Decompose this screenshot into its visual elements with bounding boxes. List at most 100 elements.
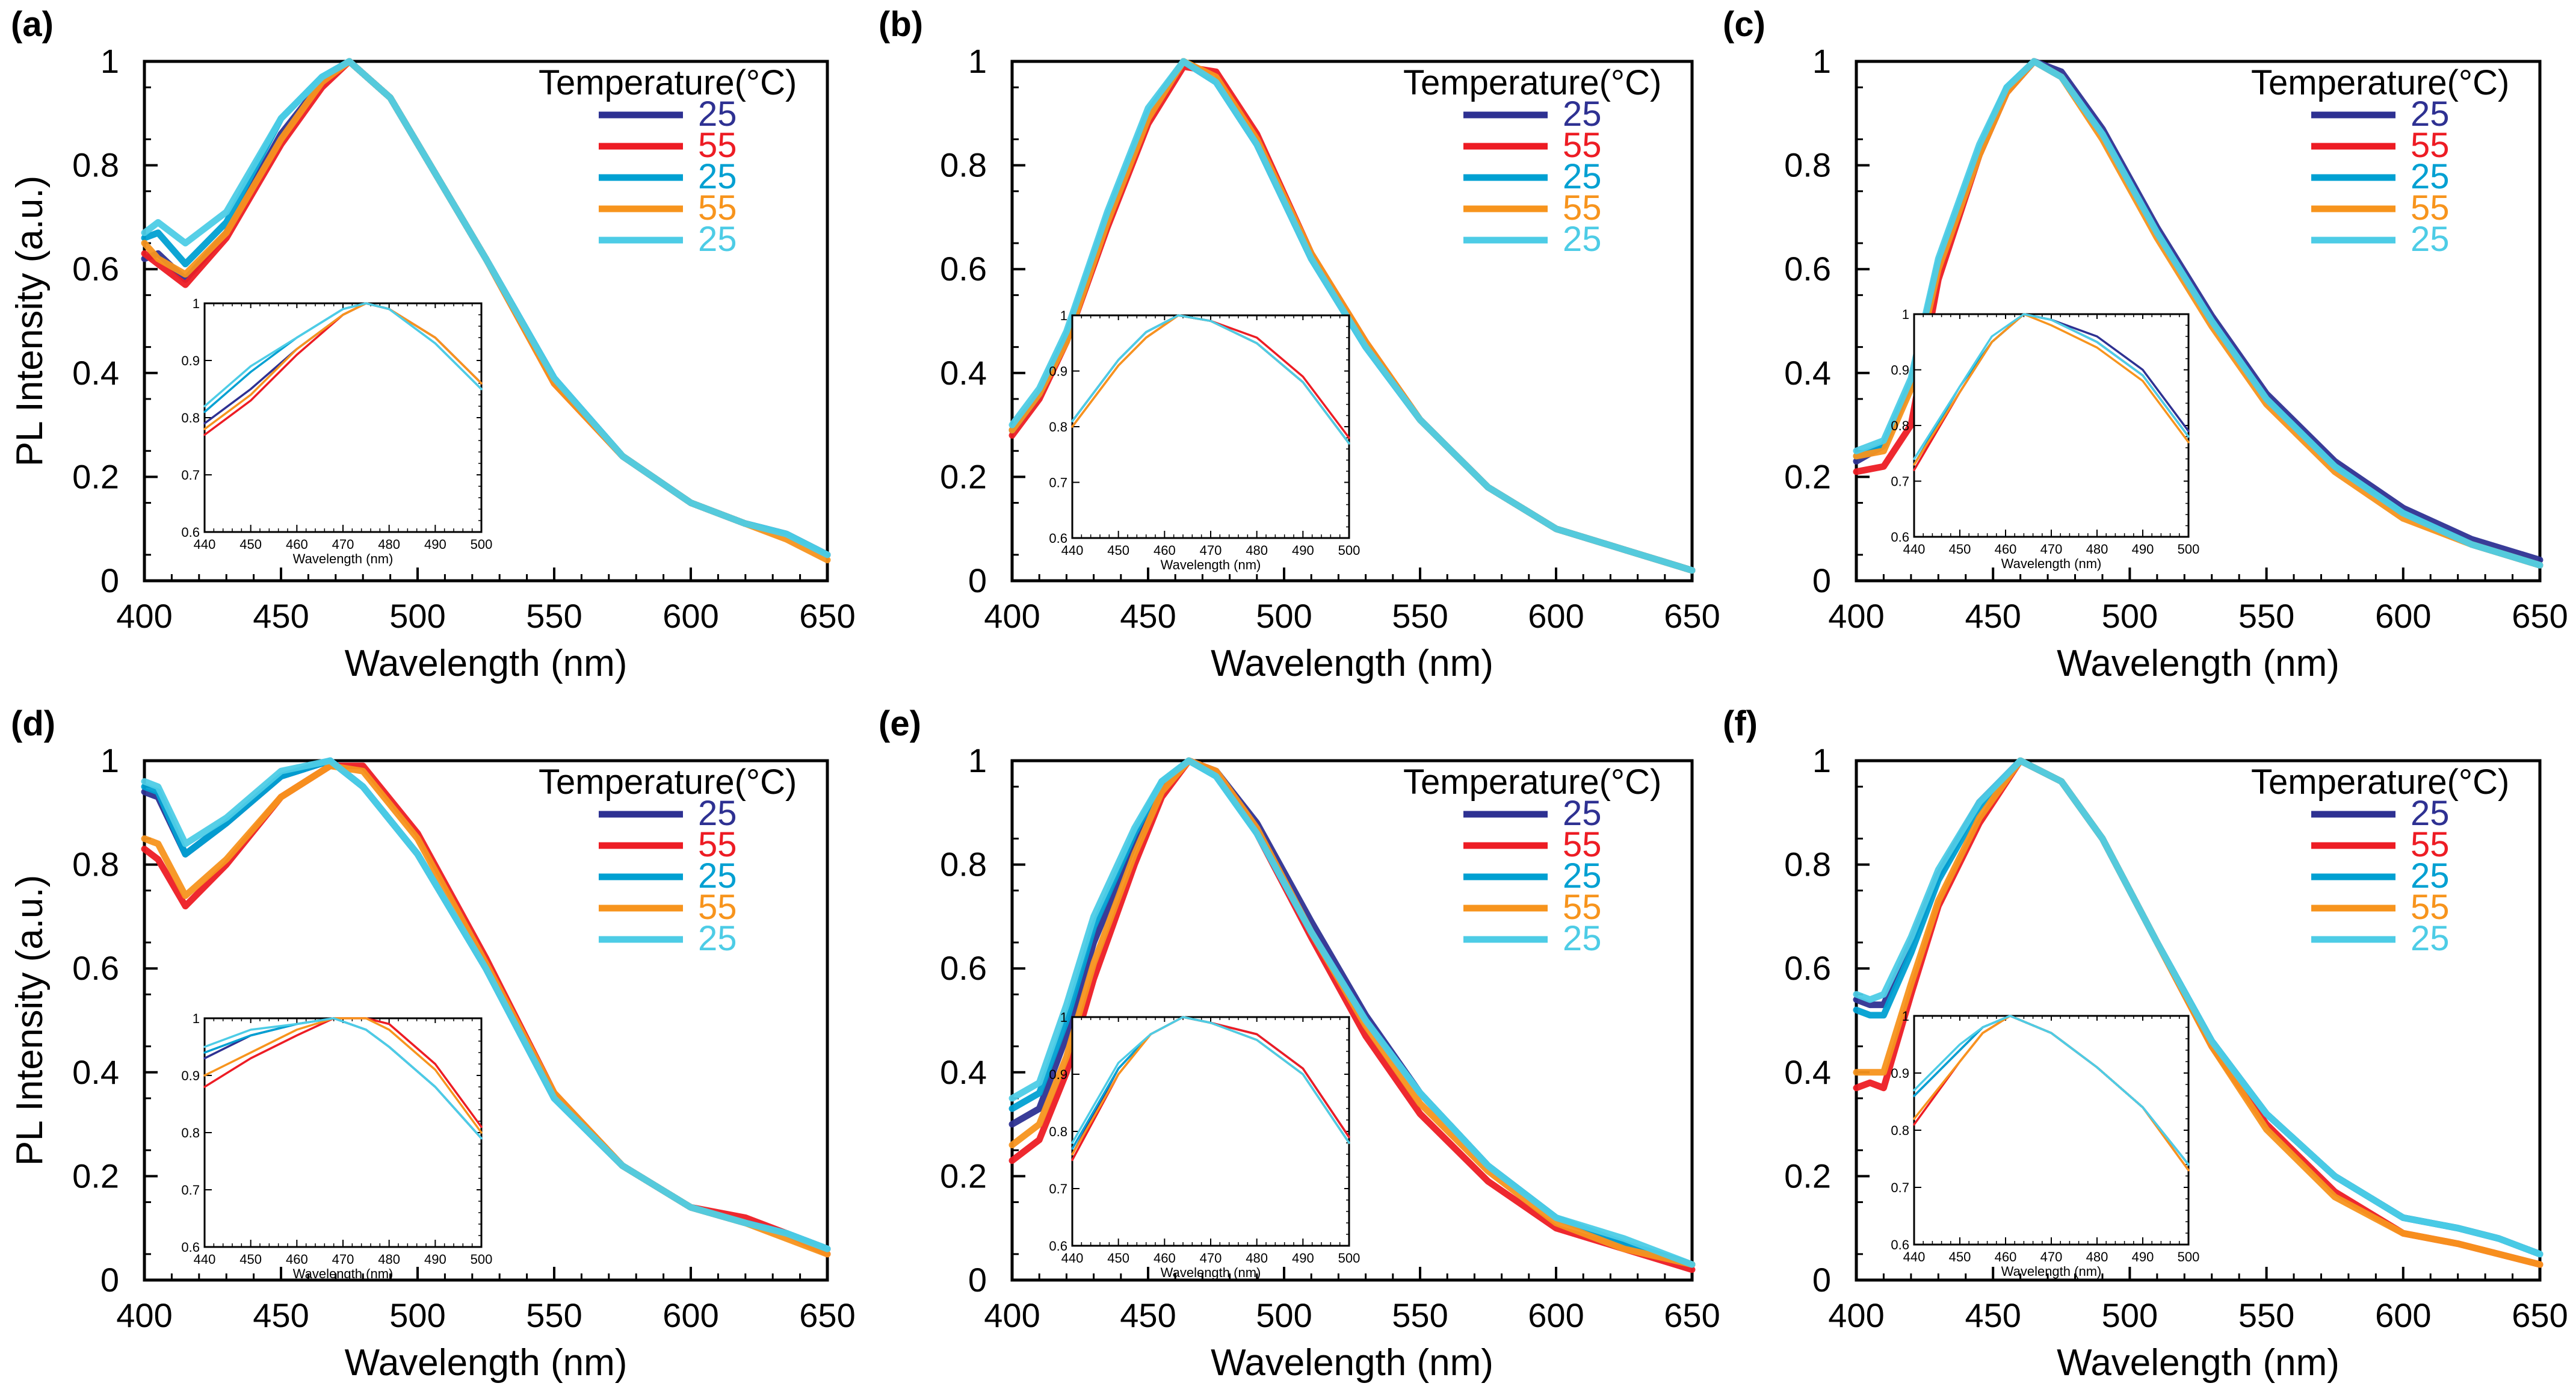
x-tick-label: 550 <box>526 597 582 635</box>
panel-label: (b) <box>879 5 923 44</box>
y-tick-label: 0.8 <box>940 846 987 883</box>
inset-frame <box>1071 1016 1350 1247</box>
legend-label: 55 <box>1563 188 1602 227</box>
inset-x-tick-label: 440 <box>1061 1251 1084 1266</box>
inset-x-tick-label: 500 <box>2178 1249 2200 1264</box>
inset-x-tick-label: 480 <box>2086 1249 2108 1264</box>
legend-label: 25 <box>2411 856 2450 896</box>
inset-x-tick-label: 460 <box>1995 1249 2017 1264</box>
plot-frame <box>143 759 829 1282</box>
legend-label: 25 <box>698 919 737 958</box>
series-line-5 <box>1008 757 1696 1268</box>
y-tick-label: 0.8 <box>1784 846 1831 883</box>
inset-series-line-5 <box>1071 314 1350 445</box>
inset-x-tick-label: 490 <box>2132 1249 2154 1264</box>
legend-label: 25 <box>2411 94 2450 134</box>
inset-y-tick-label: 1 <box>193 1011 200 1026</box>
inset-x-tick-label: 460 <box>1154 543 1176 558</box>
legend-label: 25 <box>1563 157 1602 196</box>
inset-series-line-4 <box>1913 313 2190 466</box>
inset-x-tick-label: 450 <box>1107 1251 1129 1266</box>
legend-title: Temperature(°C) <box>539 63 797 102</box>
inset-y-tick-label: 1 <box>193 296 200 311</box>
legend-label: 25 <box>698 220 737 259</box>
series-line-5 <box>1008 58 1696 574</box>
inset-y-tick-label: 0.6 <box>1049 1239 1067 1254</box>
inset-y-tick-label: 0.6 <box>1891 530 1909 545</box>
x-tick-label: 500 <box>389 1296 445 1334</box>
legend-label: 25 <box>698 856 737 896</box>
inset-frame <box>1071 314 1350 539</box>
inset-plot: 440 450 460 470 480 490 500 0.6 0.7 0.8 0.9 1 Wavele… <box>1891 1009 2199 1279</box>
legend-label: 25 <box>698 794 737 833</box>
x-tick-label: 600 <box>1528 597 1584 635</box>
inset-x-tick-label: 450 <box>1949 542 1971 557</box>
y-tick-label: 0 <box>1812 561 1831 599</box>
inset-x-tick-label: 470 <box>2040 542 2063 557</box>
x-tick-label: 650 <box>799 1296 855 1334</box>
inset-frame <box>203 1017 483 1248</box>
inset-y-tick-label: 0.9 <box>1891 1066 1909 1081</box>
inset-frame <box>1913 313 2190 538</box>
inset-series-line-4 <box>203 302 483 430</box>
inset-x-tick-label: 450 <box>1949 1249 1971 1264</box>
inset-series-line-4 <box>203 1017 483 1134</box>
legend-label: 25 <box>2411 220 2450 259</box>
y-tick-label: 0.4 <box>72 1053 119 1091</box>
y-tick-label: 0.2 <box>940 1157 987 1195</box>
y-tick-label: 0 <box>100 561 119 599</box>
legend-title: Temperature(°C) <box>2251 63 2509 102</box>
inset-y-tick-label: 0.8 <box>1049 1124 1067 1139</box>
y-tick-label: 1 <box>968 741 987 779</box>
inset-y-tick-label: 0.8 <box>181 1125 200 1140</box>
x-tick-label: 450 <box>1120 597 1176 635</box>
x-tick-label: 450 <box>253 1296 309 1334</box>
panel-label: (c) <box>1723 5 1765 44</box>
y-tick-label: 0.6 <box>940 949 987 987</box>
inset-x-tick-label: 460 <box>1154 1251 1176 1266</box>
panel-label: (f) <box>1723 704 1758 743</box>
y-tick-label: 0 <box>968 1261 987 1299</box>
panel-label: (e) <box>879 704 921 743</box>
inset-y-tick-label: 0.9 <box>181 1068 200 1083</box>
y-tick-label: 0.4 <box>1784 354 1831 392</box>
x-tick-label: 600 <box>663 597 718 635</box>
x-axis-title: Wavelength (nm) <box>1211 643 1493 684</box>
inset-series-line-5 <box>203 1017 483 1140</box>
inset-y-tick-label: 0.7 <box>181 468 200 483</box>
x-tick-label: 400 <box>116 1296 172 1334</box>
inset-x-tick-label: 500 <box>2178 542 2200 557</box>
x-tick-label: 450 <box>1965 1296 2021 1334</box>
panel-d: (d) 400 450 500 550 600 650 0 0.2 0.4 0.6 0.8 1 Wavel… <box>9 704 856 1384</box>
y-tick-label: 0.6 <box>1784 250 1831 288</box>
inset-y-tick-label: 0.7 <box>1049 475 1067 490</box>
x-tick-label: 500 <box>1256 597 1312 635</box>
inset-frame <box>1913 1015 2190 1246</box>
inset-plot: 440 450 460 470 480 490 500 0.6 0.7 0.8 0.9 1 Wavele… <box>1049 1010 1360 1280</box>
legend-label: 55 <box>2411 888 2450 927</box>
inset-y-tick-label: 0.9 <box>181 353 200 368</box>
inset-x-tick-label: 480 <box>1246 1251 1268 1266</box>
y-tick-label: 0.2 <box>72 457 119 495</box>
x-tick-label: 650 <box>1664 597 1720 635</box>
x-axis-title: Wavelength (nm) <box>345 643 628 684</box>
inset-plot: 440 450 460 470 480 490 500 0.6 0.7 0.8 0.9 1 Wavele… <box>1049 308 1360 572</box>
plot-frame <box>1010 60 1694 583</box>
legend-label: 25 <box>1563 919 1602 958</box>
x-tick-label: 650 <box>2512 597 2568 635</box>
y-tick-label: 0.4 <box>940 354 987 392</box>
legend-label: 55 <box>698 188 737 227</box>
legend-label: 25 <box>1563 94 1602 134</box>
panel-c: (c) 400 450 500 550 600 650 0 0.2 0.4 0.6 0.8 1 Wavel… <box>1723 5 2568 684</box>
legend-label: 55 <box>698 126 737 165</box>
inset-y-tick-label: 0.7 <box>1891 474 1909 489</box>
legend-title: Temperature(°C) <box>1403 63 1661 102</box>
inset-x-axis-title: Wavelength (nm) <box>293 1266 394 1281</box>
legend-label: 55 <box>698 825 737 864</box>
y-tick-label: 0.4 <box>940 1053 987 1091</box>
inset-plot: 440 450 460 470 480 490 500 0.6 0.7 0.8 0.9 1 Wavele… <box>181 1011 492 1281</box>
x-tick-label: 600 <box>1528 1296 1584 1334</box>
inset-x-axis-title: Wavelength (nm) <box>1161 1265 1261 1280</box>
